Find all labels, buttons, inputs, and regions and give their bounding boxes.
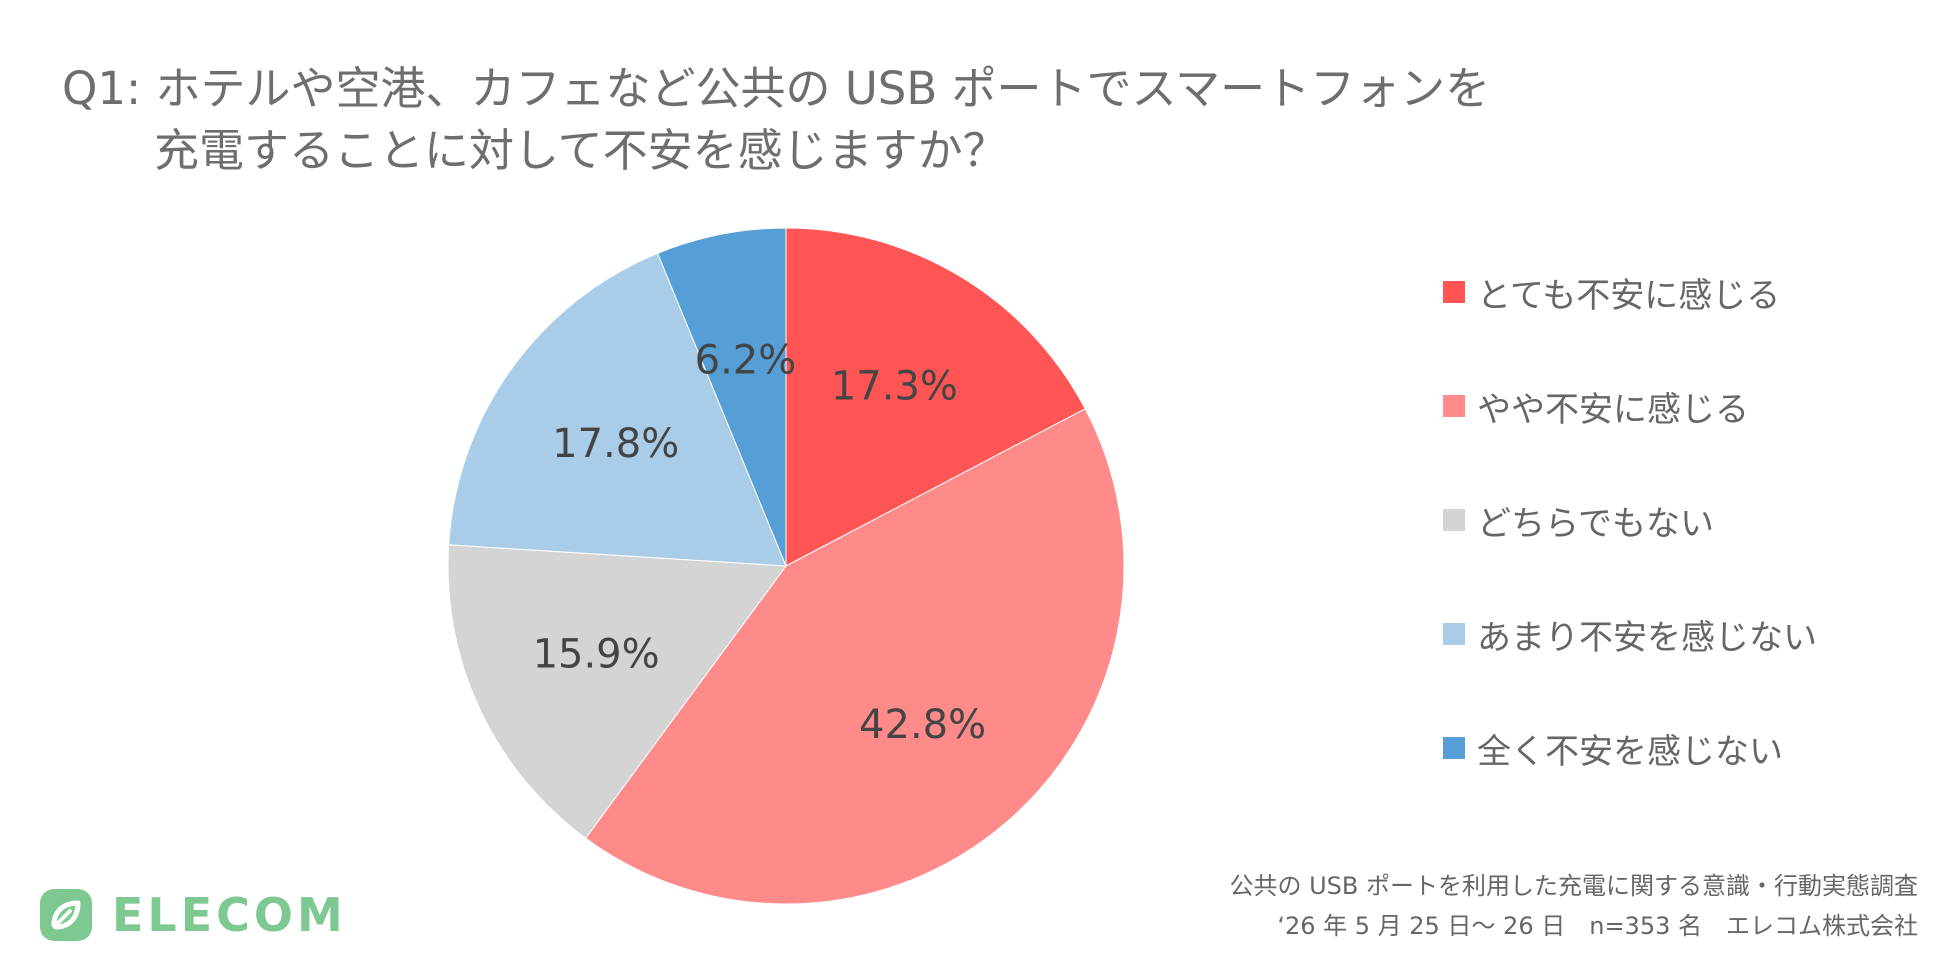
pie-slice-somewhat-anxious <box>584 408 1125 905</box>
legend-item-neutral: どちらでもない <box>1443 500 1817 544</box>
legend-label: やや不安に感じる <box>1477 389 1749 430</box>
pie-slice-label-very-anxious: 17.3% <box>831 364 958 410</box>
chart-title-line2: 充電することに対して不安を感じますか？ <box>154 124 1008 177</box>
pie-slice-not-anxious <box>656 227 787 567</box>
legend-label: あまり不安を感じない <box>1477 617 1817 658</box>
pie-slice-label-not-very-anxious: 17.8% <box>552 421 679 467</box>
legend-item-not-very-anxious: あまり不安を感じない <box>1443 614 1817 658</box>
pie-slice-label-somewhat-anxious: 42.8% <box>859 702 986 748</box>
survey-title: 公共の USB ポートを利用した充電に関する意識・行動実態調査 <box>1229 872 1918 900</box>
legend-swatch <box>1443 737 1465 759</box>
survey-details: ‘26 年 5 月 25 日〜 26 日 n=353 名 エレコム株式会社 <box>1277 912 1918 940</box>
elecom-logo: ELECOM <box>40 888 347 942</box>
legend-swatch <box>1443 395 1465 417</box>
legend-item-somewhat-anxious: やや不安に感じる <box>1443 386 1817 430</box>
survey-footer: 公共の USB ポートを利用した充電に関する意識・行動実態調査 ‘26 年 5 … <box>1229 866 1918 946</box>
chart-title: Q1: ホテルや空港、カフェなど公共の USB ポートでスマートフォンを 充電す… <box>62 58 1490 182</box>
chart-title-line1: Q1: ホテルや空港、カフェなど公共の USB ポートでスマートフォンを <box>62 62 1491 115</box>
legend-item-very-anxious: とても不安に感じる <box>1443 272 1817 316</box>
legend-swatch <box>1443 509 1465 531</box>
legend-swatch <box>1443 623 1465 645</box>
pie-slice-label-neutral: 15.9% <box>533 632 660 678</box>
legend-label: どちらでもない <box>1477 503 1714 544</box>
elecom-leaf-icon <box>40 889 92 941</box>
pie-slice-very-anxious <box>785 227 1086 567</box>
legend-item-not-anxious: 全く不安を感じない <box>1443 728 1817 772</box>
legend-label: 全く不安を感じない <box>1477 731 1783 772</box>
legend-swatch <box>1443 281 1465 303</box>
pie-slice-not-very-anxious <box>448 252 787 567</box>
elecom-logo-text: ELECOM <box>112 888 347 942</box>
pie-slice-neutral <box>447 544 787 839</box>
chart-legend: とても不安に感じる やや不安に感じる どちらでもないあまり不安を感じない 全く不安を感… <box>1443 272 1817 842</box>
legend-label: とても不安に感じる <box>1477 275 1781 316</box>
pie-slice-label-not-anxious: 6.2% <box>695 337 797 383</box>
